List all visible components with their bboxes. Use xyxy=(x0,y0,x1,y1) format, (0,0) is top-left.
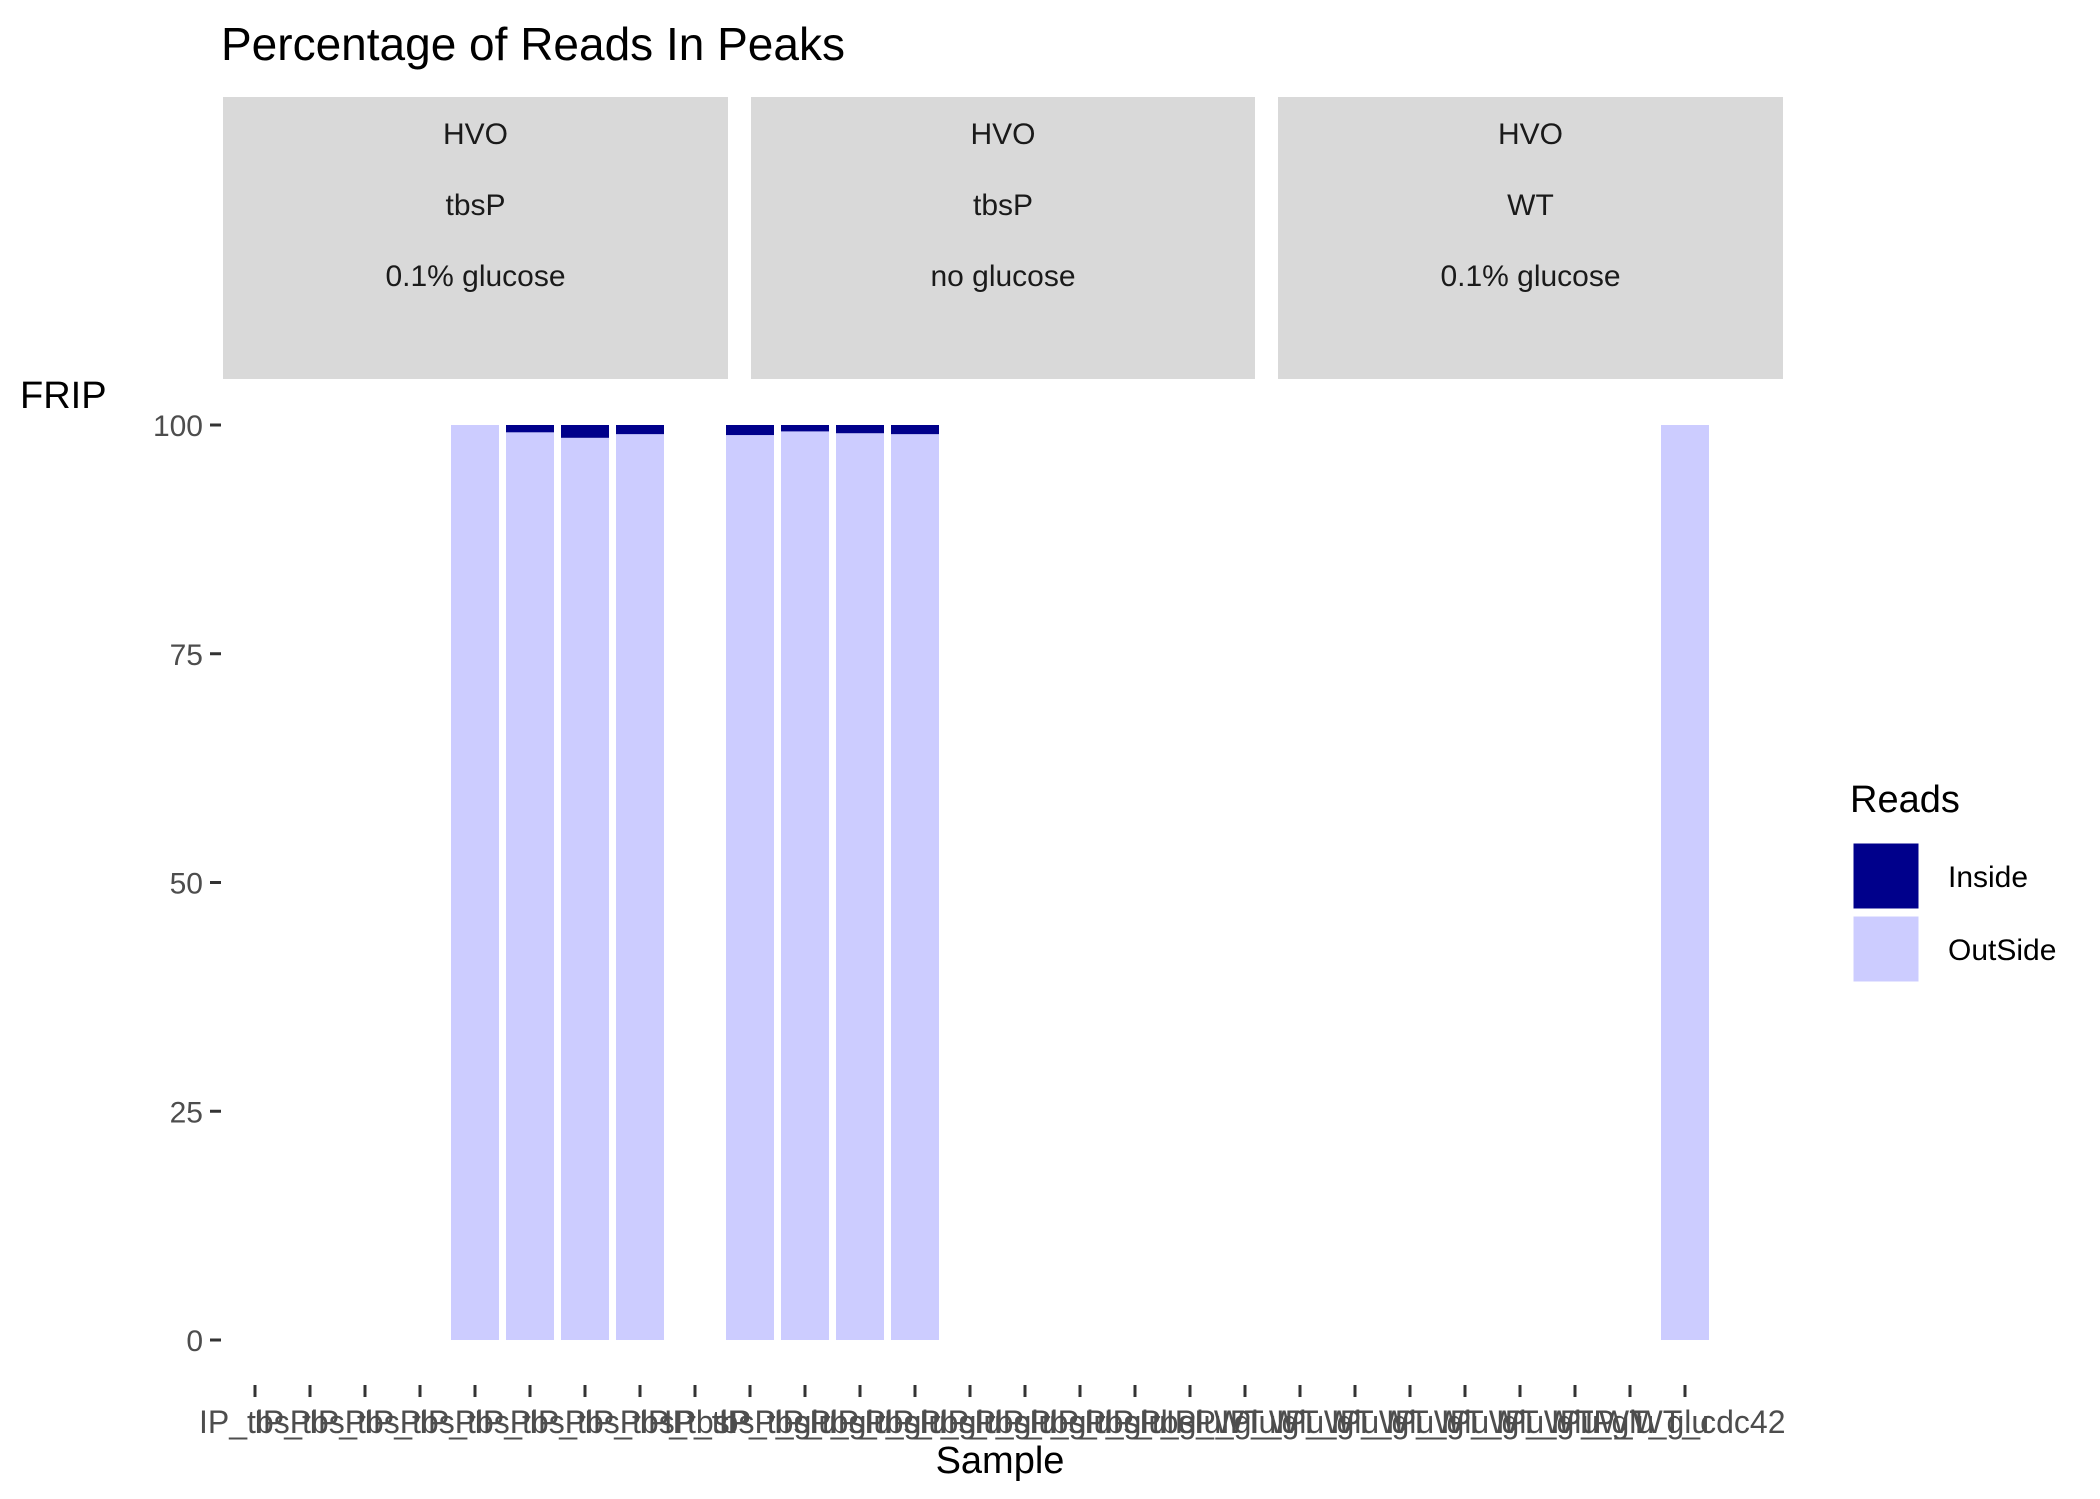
facet-strip-label: no glucose xyxy=(930,260,1075,293)
x-axis: IP_tbsPIP_tbsPIP_tbsPIP_tbsPIP_tbsPIP_tb… xyxy=(199,1385,1786,1440)
chart-title: Percentage of Reads In Peaks xyxy=(221,18,845,70)
x-tick-label: IP_WT_glu xyxy=(1551,1404,1709,1440)
x-tick-label: IP_tbsP_glu xyxy=(774,1404,947,1440)
x-tick-label: IP_tbsP xyxy=(529,1404,641,1440)
bar-outside xyxy=(451,425,499,1340)
x-tick-label: IP_tbsP xyxy=(474,1404,586,1440)
bar-outside xyxy=(891,434,939,1340)
facet-strip-label: WT xyxy=(1507,189,1554,222)
y-tick-label: 0 xyxy=(186,1325,203,1358)
y-tick-label: 100 xyxy=(153,410,203,443)
facet-strip-label: 0.1% glucose xyxy=(385,260,565,293)
legend-label: Inside xyxy=(1948,861,2028,894)
x-tick-label: IP_tbsP_glu xyxy=(1104,1404,1277,1440)
x-tick-label: IP_tbsP_glu xyxy=(884,1404,1057,1440)
y-axis-title: FRIP xyxy=(20,375,107,417)
facet-strip-1 xyxy=(223,97,728,379)
x-tick-label: IP_tbsP xyxy=(309,1404,421,1440)
bar-outside xyxy=(506,432,554,1340)
facet-strips: HVO tbsP 0.1% glucose HVO tbsP no glucose HVO W… xyxy=(223,97,1783,379)
x-tick-label: IP_tbsP xyxy=(199,1404,311,1440)
y-tick-label: 50 xyxy=(170,868,203,901)
bar-inside xyxy=(781,425,829,432)
bar-outside xyxy=(1661,425,1709,1340)
facet-strip-label: HVO xyxy=(443,118,508,151)
legend: Reads Inside OutSide xyxy=(1850,779,2056,985)
x-tick-label: IP_WT_glu xyxy=(1441,1404,1599,1440)
bar-inside xyxy=(726,425,774,436)
x-tick-label: IP_WT_glu xyxy=(1221,1404,1379,1440)
bar-outside xyxy=(726,435,774,1340)
y-tick-label: 75 xyxy=(170,639,203,672)
x-tick-label: IP_WT_glu xyxy=(1166,1404,1324,1440)
x-tick-label: IP_WT_glu xyxy=(1331,1404,1489,1440)
bar-inside xyxy=(616,425,664,435)
x-tick-label: IP_tbsP_glu xyxy=(939,1404,1112,1440)
bar-inside xyxy=(506,425,554,433)
x-tick-label: IP_tbsP xyxy=(584,1404,696,1440)
x-tick-label: IP_tbsP_glu xyxy=(664,1404,837,1440)
bars xyxy=(451,425,1709,1340)
legend-label: OutSide xyxy=(1948,934,2056,967)
bar-outside xyxy=(836,433,884,1340)
facet-strip-label: HVO xyxy=(970,118,1035,151)
bar-outside xyxy=(781,431,829,1340)
x-tick-label: IP_tbsP_glu xyxy=(1049,1404,1222,1440)
x-tick-label: IP_WT_glu xyxy=(1496,1404,1654,1440)
bar-inside xyxy=(836,425,884,434)
x-tick-label: IP_tbsP_glu xyxy=(994,1404,1167,1440)
bar-inside xyxy=(891,425,939,435)
legend-key-outside xyxy=(1850,913,1922,985)
y-axis: 0 25 50 75 100 xyxy=(153,410,221,1358)
x-tick-label: IP_tbsP xyxy=(254,1404,366,1440)
facet-strip-label: HVO xyxy=(1498,118,1563,151)
x-tick-label: IP_WT_glu xyxy=(1276,1404,1434,1440)
x-tick-label: IP_WT_cdc42 xyxy=(1585,1404,1786,1440)
bar-inside xyxy=(561,425,609,438)
legend-key-inside xyxy=(1850,840,1922,912)
x-tick-label: IP_tbsP_glu xyxy=(829,1404,1002,1440)
facet-strip-label: 0.1% glucose xyxy=(1440,260,1620,293)
x-tick-label: IP_WT_glu xyxy=(1386,1404,1544,1440)
bar-outside xyxy=(616,434,664,1340)
legend-title: Reads xyxy=(1850,779,1960,821)
y-tick-label: 25 xyxy=(170,1096,203,1129)
x-tick-label: IP_tbsP xyxy=(364,1404,476,1440)
bar-outside xyxy=(561,437,609,1340)
x-tick-label: IP_tbsP xyxy=(419,1404,531,1440)
facet-strip-label: tbsP xyxy=(445,189,505,222)
facet-strip-label: tbsP xyxy=(973,189,1033,222)
facet-strip-2 xyxy=(751,97,1255,379)
x-tick-label: IP_tbsP_glu xyxy=(719,1404,892,1440)
x-axis-title: Sample xyxy=(936,1440,1065,1482)
x-tick-label: IP_tbsP xyxy=(639,1404,751,1440)
facet-strip-3 xyxy=(1278,97,1783,379)
